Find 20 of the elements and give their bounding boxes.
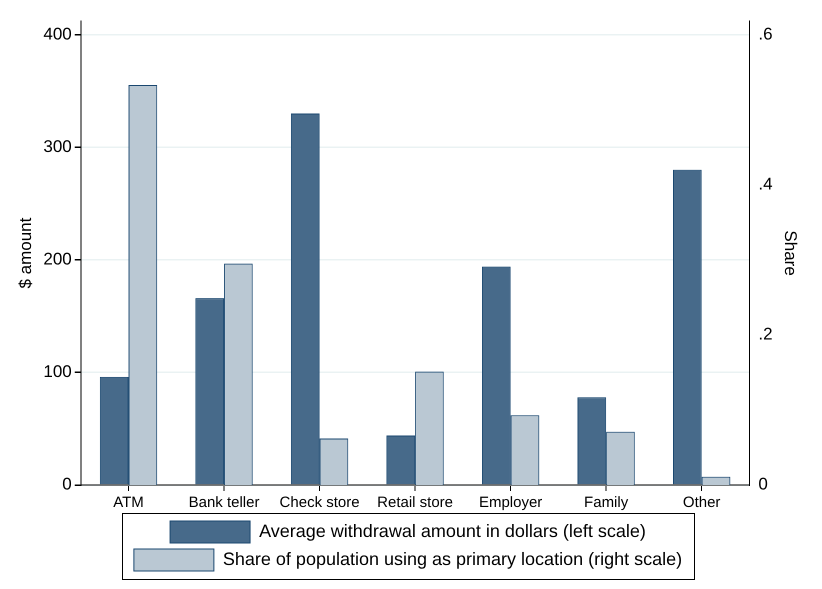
y-tick-label: 200 <box>43 250 72 269</box>
x-tick-label: Bank teller <box>188 494 260 512</box>
y-tick-label: 100 <box>43 362 72 382</box>
x-tick-label: Check store <box>280 494 360 512</box>
y-tick-label: 0 <box>62 474 72 494</box>
legend-label: Share of population using as primary location (right scale) <box>222 548 682 569</box>
x-tick-label: ATM <box>113 494 144 512</box>
y-tick-label: 400 <box>43 24 72 44</box>
y2-tick-label: .2 <box>758 324 773 344</box>
x-tick-label: Other <box>682 494 720 512</box>
y2-axis-title: Share <box>781 230 800 276</box>
y2-tick-label: 0 <box>758 474 768 494</box>
x-tick-label: Retail store <box>377 494 454 512</box>
legend-label: Average withdrawal amount in dollars (left scale) <box>259 520 646 541</box>
y-axis-title: $ amount <box>16 217 35 289</box>
x-tick-label: Family <box>584 494 629 512</box>
y-tick-label: 300 <box>43 136 72 156</box>
y2-tick-label: .6 <box>758 24 773 44</box>
y2-tick-label: .4 <box>758 174 773 194</box>
x-tick-label: Employer <box>478 494 542 512</box>
